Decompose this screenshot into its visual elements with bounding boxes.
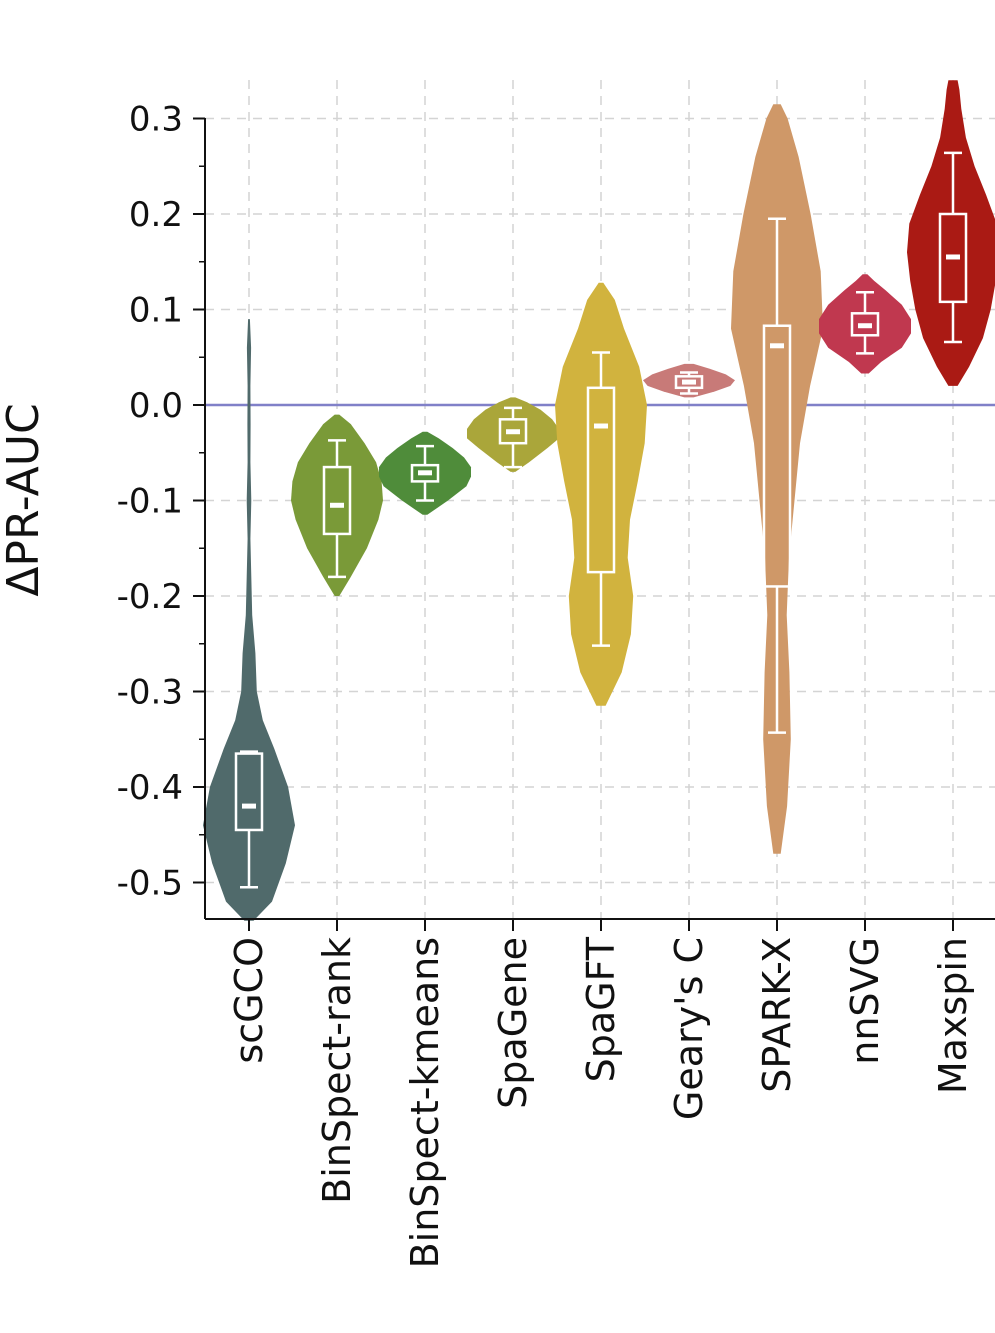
y-tick-label: -0.5 (117, 864, 183, 904)
violin-binspect-rank (291, 414, 383, 596)
x-tick-label: scGCO (227, 937, 271, 1064)
y-tick-label: 0.2 (129, 195, 183, 235)
violins (203, 80, 995, 921)
y-tick-label: 0.3 (129, 100, 183, 140)
iqr-box (498, 418, 528, 445)
x-tick-label: Geary's C (667, 937, 711, 1120)
y-tick-label: -0.2 (117, 577, 183, 617)
iqr-box (762, 324, 792, 588)
violin-spagft (555, 282, 647, 706)
x-tick-label: BinSpect-rank (315, 937, 359, 1204)
y-tick-label: 0.1 (129, 291, 183, 331)
iqr-box (586, 386, 616, 574)
x-tick-label: nnSVG (843, 937, 887, 1065)
x-tick-label: Maxspin (931, 937, 975, 1094)
violin-binspect-kmeans (379, 431, 471, 515)
x-tick-label: SpaGene (491, 937, 535, 1109)
iqr-box (234, 752, 264, 832)
axes: 0.3 0.2 0.1 0.0 -0.1 -0.2 -0.3 -0.4 -0.5 scGCO Bin… (117, 100, 995, 1268)
y-tick-label: 0.0 (129, 386, 183, 426)
y-tick-label: -0.1 (117, 482, 183, 522)
iqr-box (938, 212, 968, 304)
violin-body (203, 319, 295, 921)
y-tick-label: -0.3 (117, 673, 183, 713)
violin-scgco (203, 319, 295, 921)
violin-geary-s-c (643, 363, 735, 398)
iqr-box (322, 465, 352, 536)
y-axis-label: ΔPR-AUC (0, 403, 49, 596)
iqr-box (674, 375, 704, 390)
violin-body (467, 397, 559, 472)
violin-spark-x (731, 104, 823, 854)
violin-spagene (467, 397, 559, 472)
violin-body (907, 80, 995, 386)
x-tick-label: BinSpect-kmeans (403, 937, 447, 1268)
iqr-box (410, 463, 440, 483)
violin-body (555, 282, 647, 706)
violin-maxspin (907, 80, 995, 386)
y-tick-label: -0.4 (117, 768, 183, 808)
iqr-box (850, 312, 880, 337)
x-tick-label: SPARK-X (755, 937, 799, 1093)
violin-nnsvg (819, 274, 911, 374)
violin-body (731, 104, 823, 854)
x-tick-label: SpaGFT (579, 936, 623, 1082)
